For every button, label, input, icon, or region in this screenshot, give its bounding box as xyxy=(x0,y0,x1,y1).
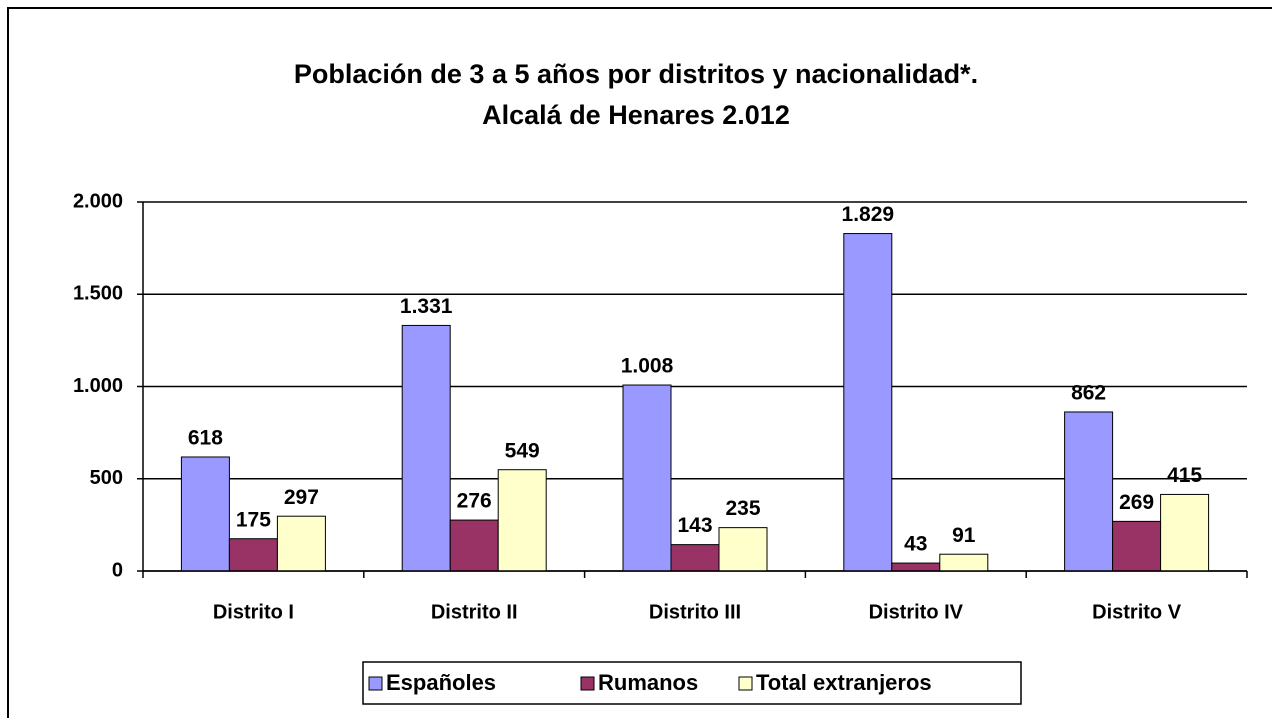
bar xyxy=(1112,520,1162,572)
bar xyxy=(180,456,230,572)
data-label: 269 xyxy=(1119,491,1154,514)
y-tick-label: 0 xyxy=(112,559,123,581)
data-label: 235 xyxy=(725,497,760,520)
data-label: 862 xyxy=(1071,382,1106,405)
data-label: 276 xyxy=(457,490,492,513)
bar xyxy=(401,324,451,572)
data-label: 1.331 xyxy=(400,295,453,318)
bar xyxy=(622,384,672,572)
bar xyxy=(670,544,720,572)
data-label: 297 xyxy=(284,486,319,509)
legend-label: Total extranjeros xyxy=(756,670,932,695)
legend-label: Españoles xyxy=(386,670,496,695)
bar xyxy=(497,469,547,572)
data-label: 143 xyxy=(677,514,712,537)
y-tick-label: 1.500 xyxy=(73,283,123,305)
x-tick-label: Distrito II xyxy=(431,601,518,623)
x-tick-label: Distrito IV xyxy=(869,601,964,623)
bar xyxy=(939,553,989,572)
bar xyxy=(228,538,278,572)
legend-label: Rumanos xyxy=(598,670,698,695)
y-tick-label: 500 xyxy=(90,467,123,489)
x-tick-label: Distrito III xyxy=(649,601,741,623)
data-label: 1.829 xyxy=(842,203,895,226)
bar xyxy=(891,562,941,572)
x-tick-label: Distrito V xyxy=(1092,601,1182,623)
legend-swatch xyxy=(368,676,383,691)
bar xyxy=(843,233,893,572)
legend-box xyxy=(362,661,1022,705)
y-tick-label: 1.000 xyxy=(73,375,123,397)
data-label: 415 xyxy=(1167,464,1202,487)
chart-title: Población de 3 a 5 años por distritos y … xyxy=(294,59,978,89)
bar xyxy=(1064,411,1114,572)
legend-swatch xyxy=(580,676,595,691)
chart-subtitle: Alcalá de Henares 2.012 xyxy=(482,100,790,130)
data-label: 175 xyxy=(236,508,271,531)
bar xyxy=(276,515,326,572)
data-label: 1.008 xyxy=(621,355,674,378)
data-label: 43 xyxy=(904,533,927,556)
chart-frame xyxy=(7,7,1272,718)
y-tick-label: 2.000 xyxy=(73,190,123,212)
data-label: 91 xyxy=(952,524,976,547)
legend-swatch xyxy=(738,676,753,691)
bar xyxy=(1160,493,1210,572)
bar xyxy=(718,527,768,572)
bar xyxy=(449,519,499,572)
x-tick-label: Distrito I xyxy=(213,601,294,623)
data-label: 549 xyxy=(505,439,540,462)
data-label: 618 xyxy=(188,427,223,450)
